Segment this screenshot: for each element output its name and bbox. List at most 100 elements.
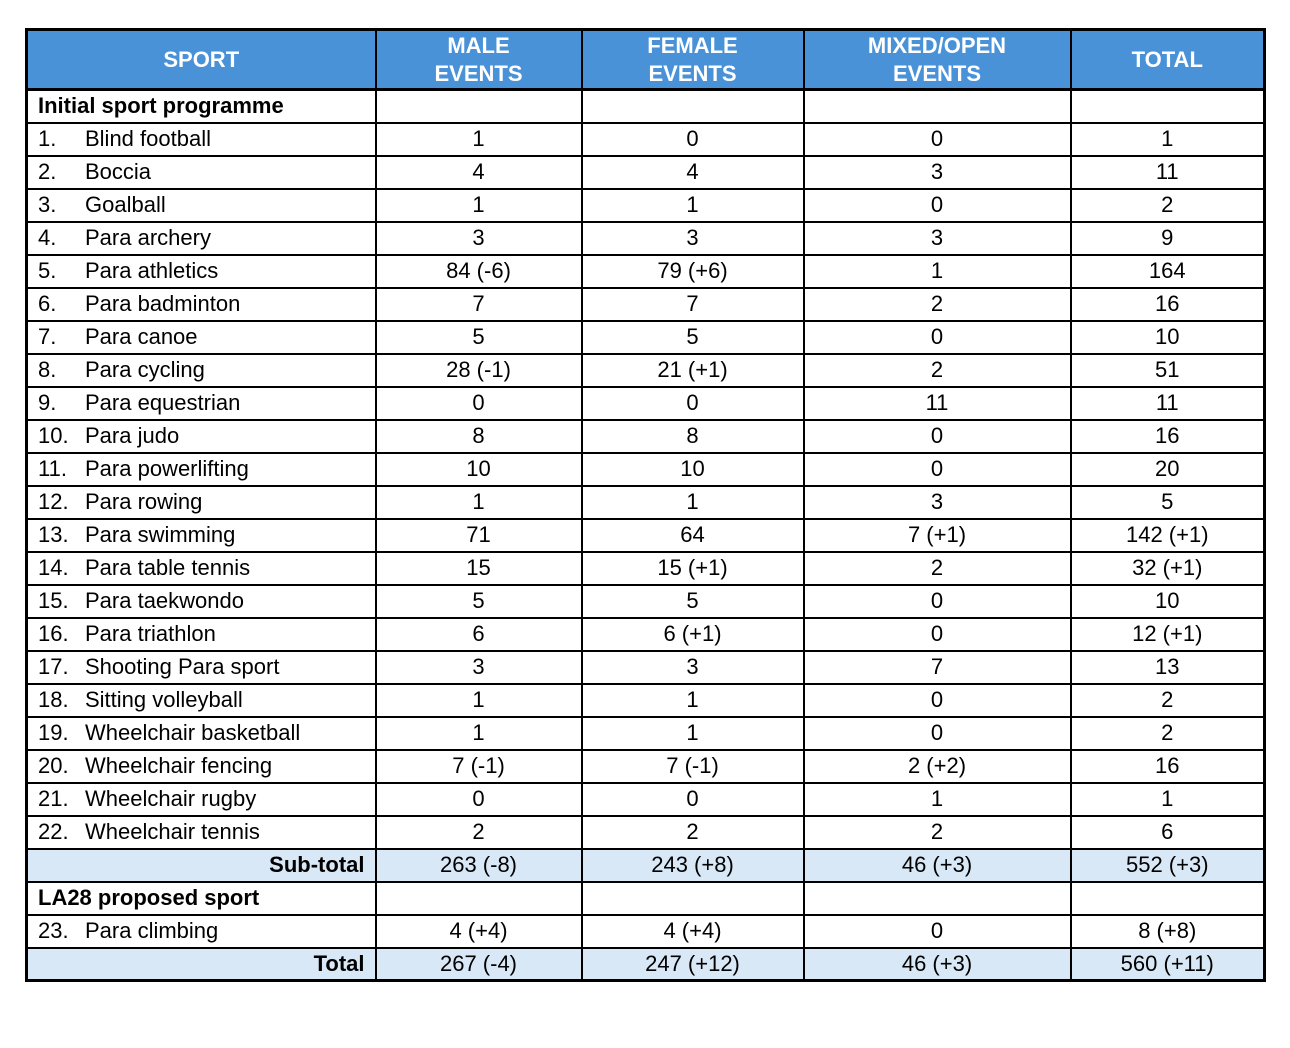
mixed-open-events-cell: 2	[802, 286, 1072, 322]
total-cell: 2	[1069, 187, 1266, 223]
sport-cell: 22. Wheelchair tennis	[25, 814, 377, 850]
table-row: 23. Para climbing 4 (+4) 4 (+4) 0 8 (+8)	[25, 913, 1266, 949]
sport-cell: 12. Para rowing	[25, 484, 377, 520]
male-events-cell: 1	[374, 484, 583, 520]
mixed-open-events-cell: 0	[802, 583, 1072, 619]
total-cell: 2	[1069, 715, 1266, 751]
sport-name: Para climbing	[85, 918, 219, 943]
total-cell: 11	[1069, 154, 1266, 190]
female-events-cell: 4	[580, 154, 805, 190]
total-cell: 16	[1069, 748, 1266, 784]
empty-cell	[1069, 880, 1266, 916]
sport-cell: 15. Para taekwondo	[25, 583, 377, 619]
empty-cell	[1069, 88, 1266, 124]
section-title-cell: Initial sport programme	[25, 88, 377, 124]
sport-name: Para canoe	[85, 324, 198, 349]
sport-name: Para judo	[85, 423, 180, 448]
table-row: 11. Para powerlifting 10 10 0 20	[25, 451, 1266, 487]
row-number: 19.	[38, 720, 69, 745]
female-events-cell: 0	[580, 781, 805, 817]
sport-name: Wheelchair rugby	[85, 786, 257, 811]
row-number: 20.	[38, 753, 69, 778]
sport-name: Wheelchair basketball	[85, 720, 301, 745]
male-events-cell: 5	[374, 583, 583, 619]
female-events-cell: 1	[580, 187, 805, 223]
section-header-row: Initial sport programme	[25, 88, 1266, 124]
row-number: 17.	[38, 654, 69, 679]
sport-name: Wheelchair fencing	[85, 753, 273, 778]
section-title-cell: LA28 proposed sport	[25, 880, 377, 916]
female-events-cell: 1	[580, 682, 805, 718]
row-number: 1.	[38, 126, 57, 151]
total-cell-summary: 552 (+3)	[1069, 847, 1266, 883]
table-row: 13. Para swimming 71 64 7 (+1) 142 (+1)	[25, 517, 1266, 553]
mixed-open-events-cell: 0	[802, 616, 1072, 652]
sport-cell: 1. Blind football	[25, 121, 377, 157]
sport-name: Para rowing	[85, 489, 203, 514]
sport-events-table: SPORT MALE EVENTS FEMALE EVENTS MIXED/OP…	[25, 28, 1266, 982]
mixed-open-events-cell: 3	[802, 484, 1072, 520]
female-events-cell-summary: 243 (+8)	[580, 847, 805, 883]
sport-name: Para equestrian	[85, 390, 241, 415]
total-cell: 142 (+1)	[1069, 517, 1266, 553]
sport-name: Shooting Para sport	[85, 654, 280, 679]
row-number: 16.	[38, 621, 69, 646]
row-number: 10.	[38, 423, 69, 448]
table-row: 7. Para canoe 5 5 0 10	[25, 319, 1266, 355]
male-events-cell-summary: 267 (-4)	[374, 946, 583, 982]
sport-cell: 23. Para climbing	[25, 913, 377, 949]
total-cell: 11	[1069, 385, 1266, 421]
row-number: 6.	[38, 291, 57, 316]
row-number: 13.	[38, 522, 69, 547]
total-cell: 32 (+1)	[1069, 550, 1266, 586]
column-header-male-events: MALE EVENTS	[374, 28, 583, 91]
row-number: 3.	[38, 192, 57, 217]
mixed-open-events-cell: 2	[802, 352, 1072, 388]
sport-name: Para taekwondo	[85, 588, 244, 613]
mixed-open-events-cell: 7 (+1)	[802, 517, 1072, 553]
sport-cell: 20. Wheelchair fencing	[25, 748, 377, 784]
section-header-row: LA28 proposed sport	[25, 880, 1266, 916]
female-events-cell: 3	[580, 649, 805, 685]
row-number: 2.	[38, 159, 57, 184]
summary-label-cell: Total	[25, 946, 377, 982]
row-number: 4.	[38, 225, 57, 250]
sport-cell: 21. Wheelchair rugby	[25, 781, 377, 817]
row-number: 21.	[38, 786, 69, 811]
female-events-cell-summary: 247 (+12)	[580, 946, 805, 982]
column-header-mixed-open-events: MIXED/OPEN EVENTS	[802, 28, 1072, 91]
mixed-open-events-cell: 3	[802, 220, 1072, 256]
sport-name: Para badminton	[85, 291, 241, 316]
table-row: 16. Para triathlon 6 6 (+1) 0 12 (+1)	[25, 616, 1266, 652]
male-events-cell: 3	[374, 649, 583, 685]
male-events-cell: 15	[374, 550, 583, 586]
table-row: 9. Para equestrian 0 0 11 11	[25, 385, 1266, 421]
table-row: 8. Para cycling 28 (-1) 21 (+1) 2 51	[25, 352, 1266, 388]
row-number: 12.	[38, 489, 69, 514]
mixed-open-events-cell: 0	[802, 682, 1072, 718]
male-events-cell: 0	[374, 781, 583, 817]
table-row: 4. Para archery 3 3 3 9	[25, 220, 1266, 256]
sport-cell: 6. Para badminton	[25, 286, 377, 322]
female-events-cell: 5	[580, 583, 805, 619]
sport-cell: 2. Boccia	[25, 154, 377, 190]
male-events-cell-summary: 263 (-8)	[374, 847, 583, 883]
total-cell: 10	[1069, 319, 1266, 355]
table-row: 12. Para rowing 1 1 3 5	[25, 484, 1266, 520]
female-events-cell: 7	[580, 286, 805, 322]
sport-cell: 16. Para triathlon	[25, 616, 377, 652]
table-row: 21. Wheelchair rugby 0 0 1 1	[25, 781, 1266, 817]
empty-cell	[374, 88, 583, 124]
row-number: 7.	[38, 324, 57, 349]
total-cell: 5	[1069, 484, 1266, 520]
sport-cell: 17. Shooting Para sport	[25, 649, 377, 685]
total-cell: 16	[1069, 286, 1266, 322]
sport-name: Para triathlon	[85, 621, 216, 646]
male-events-cell: 1	[374, 682, 583, 718]
female-events-cell: 10	[580, 451, 805, 487]
female-events-cell: 6 (+1)	[580, 616, 805, 652]
female-events-cell: 5	[580, 319, 805, 355]
sport-cell: 13. Para swimming	[25, 517, 377, 553]
male-events-cell: 5	[374, 319, 583, 355]
